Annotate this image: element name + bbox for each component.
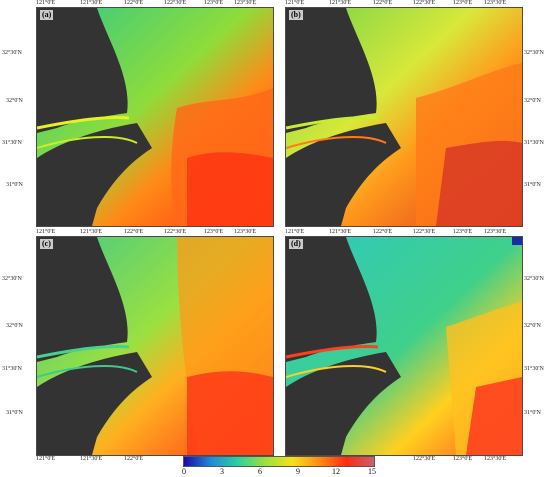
lon-tick: 121°30'E <box>80 0 103 6</box>
lat-tick: 32°30'N <box>2 50 22 56</box>
sst-map-b <box>286 8 522 226</box>
colorbar-tick: 6 <box>258 467 262 476</box>
sst-map-a <box>37 8 273 226</box>
lat-tick: 31°0'N <box>6 182 23 188</box>
lat-tick: 32°0'N <box>6 323 23 329</box>
lon-tick: 123°30'E <box>484 456 507 462</box>
colorbar-tick: 0 <box>182 467 186 476</box>
lon-tick: 122°0'E <box>124 456 144 462</box>
lon-tick: 121°30'E <box>80 456 103 462</box>
lon-tick: 123°30'E <box>234 0 257 6</box>
lat-tick: 31°30'N <box>524 140 544 146</box>
lat-tick: 32°30'N <box>524 50 544 56</box>
lon-tick: 121°30'E <box>329 229 352 235</box>
colorbar-tick: 15 <box>368 467 376 476</box>
lon-tick: 123°30'E <box>234 229 257 235</box>
lon-tick: 122°30'E <box>164 0 187 6</box>
lon-tick: 123°0'E <box>204 229 224 235</box>
lon-tick: 123°0'E <box>204 0 224 6</box>
lat-tick: 32°0'N <box>6 98 23 104</box>
lon-tick: 123°30'E <box>484 229 507 235</box>
map-panel-a: (a) <box>36 7 274 227</box>
lat-tick: 31°0'N <box>6 410 23 416</box>
lat-tick: 31°0'N <box>524 182 541 188</box>
colorbar-tick: 3 <box>220 467 224 476</box>
panel-label: (a) <box>40 10 54 20</box>
map-panel-b: (b) <box>285 7 523 227</box>
lon-tick: 122°0'E <box>373 229 393 235</box>
lon-tick: 122°0'E <box>373 0 393 6</box>
lat-tick: 31°30'N <box>2 366 22 372</box>
lon-tick: 123°30'E <box>484 0 507 6</box>
lat-tick: 31°30'N <box>524 366 544 372</box>
panel-label: (b) <box>289 10 303 20</box>
colorbar-tick: 12 <box>332 467 340 476</box>
lon-tick: 122°30'E <box>164 229 187 235</box>
map-panel-c: (c) <box>36 236 274 456</box>
lon-tick: 122°30'E <box>413 229 436 235</box>
map-panel-d: (d) <box>285 236 523 456</box>
colorbar-tick: 9 <box>296 467 300 476</box>
lon-tick: 122°30'E <box>413 0 436 6</box>
sst-map-c <box>37 237 273 455</box>
lon-tick: 123°0'E <box>453 456 473 462</box>
panel-label: (c) <box>40 239 53 249</box>
lon-tick: 122°30'E <box>413 456 436 462</box>
lon-tick: 121°30'E <box>80 229 103 235</box>
lon-tick: 123°0'E <box>453 0 473 6</box>
lon-tick: 121°0'E <box>285 0 305 6</box>
lon-tick: 121°0'E <box>36 0 56 6</box>
lat-tick: 31°30'N <box>2 140 22 146</box>
lat-tick: 32°0'N <box>524 323 541 329</box>
lon-tick: 121°0'E <box>36 456 56 462</box>
panel-label: (d) <box>289 239 303 249</box>
sst-map-d <box>286 237 522 455</box>
lon-tick: 121°0'E <box>285 229 305 235</box>
lon-tick: 122°0'E <box>124 229 144 235</box>
lon-tick: 121°30'E <box>329 0 352 6</box>
lat-tick: 32°30'N <box>524 276 544 282</box>
lon-tick: 123°0'E <box>453 229 473 235</box>
lon-tick: 122°0'E <box>124 0 144 6</box>
colorbar <box>183 456 375 467</box>
lat-tick: 32°0'N <box>524 98 541 104</box>
lat-tick: 32°30'N <box>2 276 22 282</box>
lon-tick: 121°0'E <box>36 229 56 235</box>
lat-tick: 31°0'N <box>524 410 541 416</box>
